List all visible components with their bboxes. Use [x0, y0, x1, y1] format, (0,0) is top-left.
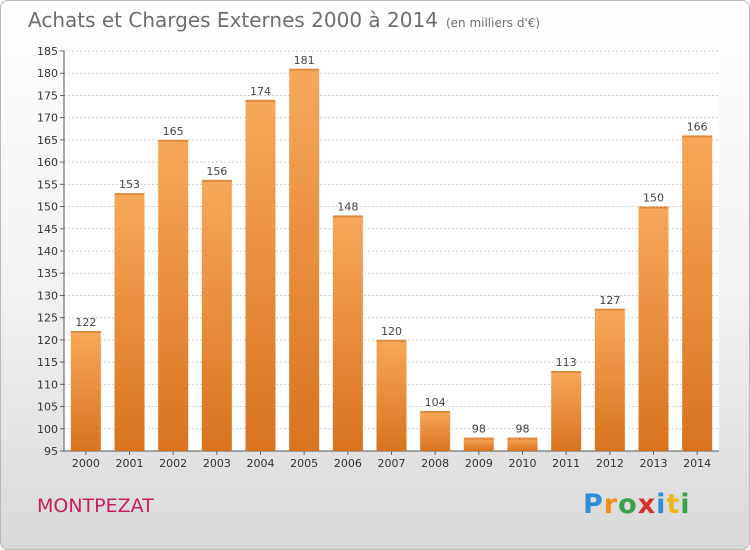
- value-label-2009: 98: [472, 423, 486, 436]
- logo-letter: i: [656, 489, 667, 520]
- proxiti-logo: Proxiti: [583, 489, 691, 520]
- bar-2008: [420, 411, 451, 451]
- bar-top-edge: [376, 339, 407, 342]
- value-label-2001: 153: [119, 178, 140, 191]
- logo-letter: x: [637, 489, 657, 520]
- y-tick-label: 135: [37, 267, 58, 280]
- y-tick-label: 155: [37, 178, 58, 191]
- y-tick-label: 185: [37, 45, 58, 58]
- bar-top-edge: [463, 437, 494, 440]
- bar-2003: [201, 179, 232, 451]
- x-tick-label-2001: 2001: [116, 457, 144, 470]
- bar-2010: [507, 437, 538, 451]
- chart-title-text: Achats et Charges Externes 2000 à 2014: [28, 8, 438, 32]
- x-tick-label-2004: 2004: [247, 457, 275, 470]
- y-tick-label: 145: [37, 223, 58, 236]
- value-label-2008: 104: [425, 396, 446, 409]
- bar-top-edge: [594, 308, 625, 311]
- bar-2009: [463, 437, 494, 451]
- y-tick-label: 100: [37, 423, 58, 436]
- logo-letter: i: [680, 489, 691, 520]
- bar-top-edge: [551, 371, 582, 373]
- y-tick-label: 105: [37, 401, 58, 414]
- bar-top-edge: [682, 135, 713, 138]
- bar-top-edge: [158, 139, 189, 142]
- x-tick-label-2013: 2013: [640, 457, 668, 470]
- value-label-2007: 120: [381, 325, 402, 338]
- logo-letter: t: [666, 489, 681, 520]
- chart-title: Achats et Charges Externes 2000 à 2014 (e…: [28, 8, 540, 32]
- y-tick-label: 175: [37, 89, 58, 102]
- value-label-2012: 127: [599, 294, 620, 307]
- x-tick-label-2002: 2002: [159, 457, 187, 470]
- y-tick-label: 165: [37, 134, 58, 147]
- x-tick-label-2008: 2008: [421, 457, 449, 470]
- x-tick-label-2000: 2000: [72, 457, 100, 470]
- bar-top-edge: [638, 206, 669, 209]
- commune-name: MONTPEZAT: [37, 495, 154, 517]
- bar-2002: [158, 139, 189, 451]
- y-tick-label: 150: [37, 201, 58, 214]
- x-tick-label-2014: 2014: [683, 457, 711, 470]
- logo-letter: r: [603, 489, 619, 520]
- value-label-2004: 174: [250, 85, 271, 98]
- y-tick-label: 95: [44, 445, 58, 458]
- y-tick-label: 125: [37, 312, 58, 325]
- x-tick-label-2003: 2003: [203, 457, 231, 470]
- bar-top-edge: [332, 215, 363, 218]
- value-label-2013: 150: [643, 192, 664, 205]
- value-label-2010: 98: [516, 423, 530, 436]
- y-tick-label: 140: [37, 245, 58, 258]
- value-label-2003: 156: [206, 165, 227, 178]
- bar-2006: [332, 215, 363, 451]
- value-label-2006: 148: [337, 200, 358, 213]
- y-tick-label: 160: [37, 156, 58, 169]
- bar-top-edge: [507, 437, 538, 440]
- y-tick-label: 170: [37, 112, 58, 125]
- x-tick-label-2006: 2006: [334, 457, 362, 470]
- bar-top-edge: [420, 411, 451, 413]
- x-tick-label-2011: 2011: [552, 457, 580, 470]
- x-tick-label-2010: 2010: [509, 457, 537, 470]
- labels: 95 100 105 110 115 120 125 130 135 140 145 150 155 16…: [37, 45, 711, 470]
- bar-2007: [376, 339, 407, 451]
- x-tick-label-2012: 2012: [596, 457, 624, 470]
- bar-top-edge: [201, 179, 232, 182]
- bar-top-edge: [289, 68, 320, 71]
- y-tick-label: 115: [37, 356, 58, 369]
- value-label-2000: 122: [75, 316, 96, 329]
- x-tick-label-2007: 2007: [378, 457, 406, 470]
- bar-top-edge: [245, 99, 276, 102]
- x-tick-label-2009: 2009: [465, 457, 493, 470]
- logo-letter: o: [618, 489, 638, 520]
- bar-2012: [594, 308, 625, 451]
- value-label-2002: 165: [163, 125, 184, 138]
- bar-2013: [638, 206, 669, 451]
- value-label-2014: 166: [687, 120, 708, 133]
- bar-top-edge: [70, 331, 101, 333]
- x-tick-label-2005: 2005: [290, 457, 318, 470]
- bar-2014: [682, 135, 713, 451]
- bar-2005: [289, 68, 320, 452]
- bar-top-edge: [114, 193, 145, 196]
- bars: [70, 68, 713, 452]
- chart-subtitle: (en milliers d'€): [445, 16, 541, 30]
- y-tick-label: 110: [37, 378, 58, 391]
- value-label-2005: 181: [294, 54, 315, 67]
- bar-2000: [70, 331, 101, 451]
- bar-2001: [114, 193, 145, 451]
- bar-2011: [551, 371, 582, 451]
- y-tick-label: 130: [37, 289, 58, 302]
- bar-2004: [245, 99, 276, 451]
- y-tick-label: 180: [37, 67, 58, 80]
- value-label-2011: 113: [556, 356, 577, 369]
- logo-letter: P: [583, 489, 604, 520]
- y-tick-label: 120: [37, 334, 58, 347]
